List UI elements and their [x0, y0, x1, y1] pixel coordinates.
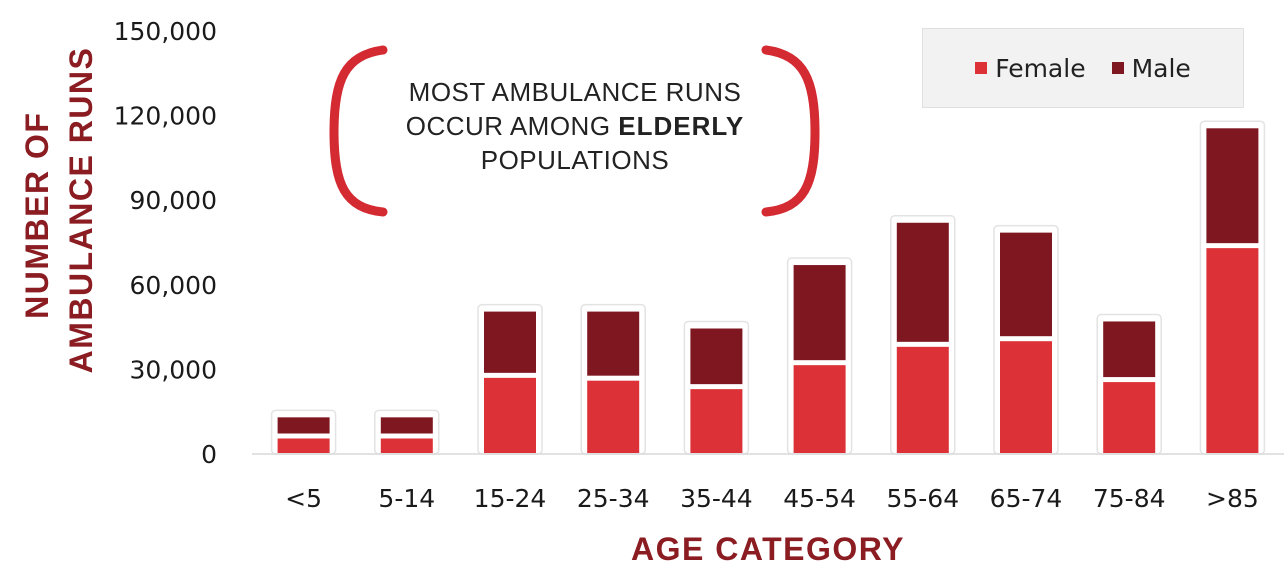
legend-swatch-female — [975, 62, 988, 74]
x-tick-label: 15-24 — [474, 484, 547, 513]
callout-emphasis: ELDERLY — [618, 111, 745, 141]
bar-male — [690, 328, 743, 385]
bar-female — [1103, 382, 1156, 453]
bar-male — [484, 311, 536, 373]
bar-female — [793, 365, 846, 453]
bar-male — [380, 417, 433, 434]
bar-male — [587, 311, 640, 376]
legend-swatch-male — [1111, 62, 1124, 74]
y-tick-label: 30,000 — [130, 355, 217, 384]
callout-text: MOST AMBULANCE RUNS OCCUR AMONG ELDERLY … — [345, 75, 805, 177]
bar-male — [896, 222, 949, 342]
bar-female — [277, 438, 330, 453]
bar-male — [1103, 321, 1156, 378]
bar-male — [277, 417, 330, 434]
x-tick-label: 35-44 — [680, 484, 753, 513]
x-tick-label: 45-54 — [783, 484, 856, 513]
legend-label-female: Female — [995, 53, 1086, 83]
bar-male — [1000, 232, 1052, 337]
y-tick-label: 90,000 — [130, 186, 217, 215]
callout-line-3: POPULATIONS — [480, 145, 670, 175]
y-axis-title-line-2: AMBULANCE RUNS — [63, 47, 99, 374]
y-tick-label: 0 — [201, 440, 217, 469]
x-tick-label: 25-34 — [577, 484, 650, 513]
bar-female — [1000, 341, 1052, 453]
y-axis-ticks: 0 30,000 60,000 90,000 120,000 150,000 — [114, 17, 217, 469]
bar-female — [587, 380, 640, 453]
callout-right-bracket — [761, 45, 820, 217]
x-tick-label: >85 — [1206, 484, 1259, 513]
bar-male — [1206, 128, 1259, 244]
x-axis-title: AGE CATEGORY — [631, 531, 905, 567]
callout-left-bracket — [329, 45, 388, 217]
callout-line-1: MOST AMBULANCE RUNS — [408, 77, 742, 107]
y-tick-label: 120,000 — [114, 102, 217, 131]
legend: Female Male — [922, 28, 1244, 108]
y-axis-title: NUMBER OF AMBULANCE RUNS — [19, 47, 99, 374]
x-tick-label: 55-64 — [886, 484, 959, 513]
y-tick-label: 60,000 — [130, 271, 217, 300]
bar-female — [484, 377, 536, 453]
x-tick-label: 65-74 — [990, 484, 1063, 513]
bar-female — [896, 346, 949, 453]
callout-line-2-prefix: OCCUR AMONG — [405, 111, 619, 141]
bar-female — [380, 438, 433, 453]
x-tick-label: 5-14 — [378, 484, 435, 513]
bar-female — [690, 389, 743, 453]
callout-line-2: OCCUR AMONG ELDERLY — [345, 109, 805, 143]
x-tick-label: 75-84 — [1093, 484, 1166, 513]
bars-group — [270, 120, 1266, 455]
x-axis-ticks: <5 5-14 15-24 25-34 35-44 45-54 55-64 65-74 75-8… — [285, 484, 1259, 513]
legend-item-male: Male — [1111, 53, 1191, 83]
bar-male — [793, 265, 846, 361]
y-axis-title-line-1: NUMBER OF — [19, 112, 55, 319]
x-tick-label: <5 — [285, 484, 322, 513]
bar-female — [1206, 248, 1259, 453]
legend-label-male: Male — [1131, 53, 1191, 83]
y-tick-label: 150,000 — [114, 17, 217, 46]
legend-item-female: Female — [975, 53, 1086, 83]
